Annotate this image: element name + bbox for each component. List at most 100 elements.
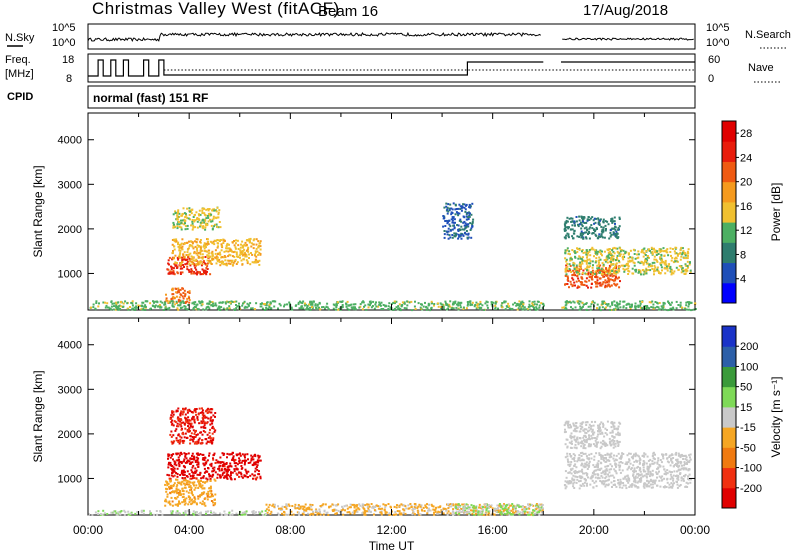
scatter-cell [607,421,609,423]
scatter-cell [182,488,184,490]
scatter-cell [573,487,575,489]
scatter-cell [614,226,616,228]
scatter-cell [188,297,190,299]
scatter-cell [191,209,193,211]
scatter-cell [576,251,578,253]
scatter-cell [435,507,437,509]
scatter-cell [605,476,607,478]
scatter-cell [507,303,509,305]
scatter-cell [192,246,194,248]
scatter-cell [662,457,664,459]
scatter-cell [209,300,211,302]
scatter-cell [371,306,373,308]
scatter-cell [170,266,172,268]
scatter-cell [208,473,210,475]
scatter-cell [573,425,575,427]
scatter-cell [607,249,609,251]
scatter-cell [660,250,662,252]
scatter-cell [187,412,189,414]
scatter-cell [577,287,579,289]
scatter-cell [220,226,222,228]
scatter-cell [659,476,661,478]
scatter-cell [467,234,469,236]
scatter-cell [565,268,567,270]
scatter-cell [255,259,257,261]
scatter-cell [573,436,575,438]
scatter-cell [657,457,659,459]
scatter-cell [341,506,343,508]
scatter-cell [575,466,577,468]
scatter-cell [571,235,573,237]
scatter-cell [597,430,599,432]
scatter-cell [670,460,672,462]
scatter-cell [679,252,681,254]
scatter-cell [200,261,202,263]
scatter-cell [212,305,214,307]
scatter-cell [563,306,565,308]
scatter-cell [625,463,627,465]
scatter-cell [245,460,247,462]
scatter-cell [202,419,204,421]
scatter-cell [667,301,669,303]
scatter-cell [654,251,656,253]
scatter-cell [611,257,613,259]
scatter-cell [188,218,190,220]
scatter-cell [657,468,659,470]
scatter-cell [176,410,178,412]
scatter-cell [269,306,271,308]
scatter-cell [122,306,124,308]
scatter-cell [211,423,213,425]
scatter-cell [615,466,617,468]
scatter-cell [202,463,204,465]
scatter-cell [182,288,184,290]
scatter-cell [167,454,169,456]
freq-tick-top: 18 [62,54,74,66]
scatter-cell [404,307,406,309]
scatter-cell [632,273,634,275]
scatter-cell [605,484,607,486]
scatter-cell [643,269,645,271]
scatter-cell [467,237,469,239]
scatter-cell [205,438,207,440]
scatter-cell [568,286,570,288]
scatter-cell [567,247,569,249]
scatter-cell [616,271,618,273]
scatter-cell [197,227,199,229]
scatter-cell [344,509,346,511]
scatter-cell [619,225,621,227]
scatter-cell [118,309,120,311]
scatter-cell [611,482,613,484]
scatter-cell [212,414,214,416]
scatter-cell [613,428,615,430]
scatter-cell [583,459,585,461]
scatter-cell [105,307,107,309]
scatter-cell [178,482,180,484]
scatter-cell [576,437,578,439]
scatter-cell [471,513,473,515]
scatter-cell [685,255,687,257]
scatter-cell [195,411,197,413]
scatter-cell [643,485,645,487]
scatter-cell [446,303,448,305]
scatter-cell [633,249,635,251]
scatter-cell [580,258,582,260]
scatter-cell [645,254,647,256]
scatter-cell [571,274,573,276]
scatter-cell [569,268,571,270]
scatter-cell [199,494,201,496]
scatter-cell [615,463,617,465]
scatter-cell [174,255,176,257]
scatter-cell [178,461,180,463]
scatter-cell [236,263,238,265]
scatter-cell [623,250,625,252]
scatter-cell [635,303,637,305]
scatter-cell [205,209,207,211]
scatter-cell [654,483,656,485]
scatter-cell [588,427,590,429]
scatter-cell [208,411,210,413]
scatter-cell [615,285,617,287]
scatter-cell [647,269,649,271]
scatter-cell [222,472,224,474]
scatter-cell [626,475,628,477]
scatter-cell [202,454,204,456]
